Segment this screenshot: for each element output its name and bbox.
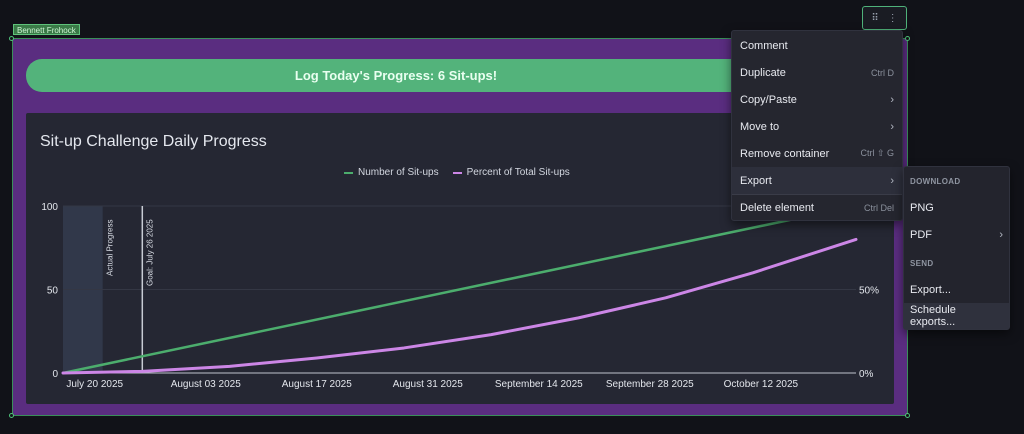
- legend-swatch-green: [344, 171, 353, 174]
- y-tick-label: 100: [41, 202, 58, 213]
- element-toolbar[interactable]: ⠿ ⋮: [862, 6, 907, 30]
- menu-item-export[interactable]: Export ›: [732, 167, 902, 194]
- x-tick-label: September 28 2025: [606, 379, 694, 390]
- legend-label: Percent of Total Sit-ups: [466, 167, 570, 178]
- resize-handle[interactable]: [905, 413, 910, 418]
- chevron-right-icon: ›: [999, 229, 1003, 241]
- chart-title: Sit-up Challenge Daily Progress: [40, 133, 267, 150]
- menu-label: Comment: [740, 39, 788, 52]
- menu-label: Schedule exports...: [910, 304, 956, 328]
- legend-item-percent[interactable]: Percent of Total Sit-ups: [452, 167, 570, 178]
- menu-item-move-to[interactable]: Move to ›: [732, 113, 902, 140]
- series-line-situps: [61, 204, 858, 375]
- x-tick-label: August 17 2025: [282, 379, 352, 390]
- y-tick-label: 0: [52, 369, 58, 380]
- resize-handle[interactable]: [9, 413, 14, 418]
- y-right-tick-label: 50%: [859, 286, 879, 297]
- menu-label: Export: [740, 174, 772, 187]
- shortcut-label: Ctrl D: [871, 67, 894, 78]
- y-tick-label: 50: [47, 286, 59, 297]
- drag-handle-icon[interactable]: ⠿: [871, 12, 879, 24]
- menu-label: Move to: [740, 120, 780, 133]
- x-tick-label: July 20 2025: [66, 379, 123, 390]
- schedule-exports-item[interactable]: Schedule exports...: [904, 303, 1009, 329]
- download-header: DOWNLOAD: [910, 177, 961, 186]
- menu-label: Duplicate: [740, 66, 786, 79]
- menu-item-remove-container[interactable]: Remove container Ctrl ⇧ G: [732, 140, 902, 167]
- x-tick-label: August 31 2025: [393, 379, 463, 390]
- legend-swatch-purple: [452, 171, 462, 174]
- owner-tag: Bennett Frohock: [13, 24, 80, 35]
- x-tick-label: September 14 2025: [495, 379, 583, 390]
- annotation-label: Goal: July 26 2025: [145, 219, 154, 286]
- chevron-right-icon: ›: [890, 120, 894, 133]
- export-pdf-item[interactable]: PDF ›: [904, 222, 1009, 248]
- chevron-right-icon: ›: [890, 93, 894, 106]
- shortcut-label: Ctrl ⇧ G: [860, 148, 894, 158]
- menu-item-delete-element[interactable]: Delete element Ctrl Del: [732, 194, 902, 221]
- series-line-percent: [61, 237, 858, 375]
- annotation-label: Actual Progress: [106, 220, 115, 276]
- export-submenu: DOWNLOAD PNG PDF › SEND Export... Schedul…: [903, 166, 1010, 330]
- menu-label: Remove container: [740, 147, 830, 160]
- menu-label: Copy/Paste: [740, 93, 797, 106]
- y-right-tick-label: 0%: [859, 369, 874, 380]
- x-tick-label: August 03 2025: [171, 379, 241, 390]
- chart-legend: Number of Sit-ups Percent of Total Sit-u…: [344, 167, 570, 178]
- chevron-right-icon: ›: [890, 174, 894, 187]
- send-header: SEND: [910, 259, 934, 268]
- export-png-item[interactable]: PNG: [904, 195, 1009, 221]
- menu-item-comment[interactable]: Comment: [732, 32, 902, 59]
- legend-label: Number of Sit-ups: [358, 167, 439, 178]
- export-send-item[interactable]: Export...: [904, 277, 1009, 303]
- more-vertical-icon[interactable]: ⋮: [887, 12, 898, 24]
- resize-handle[interactable]: [9, 36, 14, 41]
- menu-label: Export...: [910, 284, 951, 296]
- context-menu: Comment Duplicate Ctrl D Copy/Paste › Move to…: [731, 30, 903, 221]
- x-tick-label: October 12 2025: [724, 379, 799, 390]
- legend-item-situps[interactable]: Number of Sit-ups: [344, 167, 439, 178]
- log-progress-button[interactable]: Log Today's Progress: 6 Sit-ups!: [26, 59, 766, 92]
- resize-handle[interactable]: [905, 36, 910, 41]
- menu-label: Delete element: [740, 201, 814, 214]
- menu-label: PDF: [910, 229, 932, 241]
- menu-item-copy-paste[interactable]: Copy/Paste ›: [732, 86, 902, 113]
- menu-label: PNG: [910, 202, 934, 214]
- shortcut-label: Ctrl Del: [863, 202, 894, 213]
- line-chart: Actual Progress Goal: July 26 2025 0 50 100 0…: [41, 202, 879, 390]
- menu-divider: [732, 194, 902, 195]
- menu-item-duplicate[interactable]: Duplicate Ctrl D: [732, 59, 902, 86]
